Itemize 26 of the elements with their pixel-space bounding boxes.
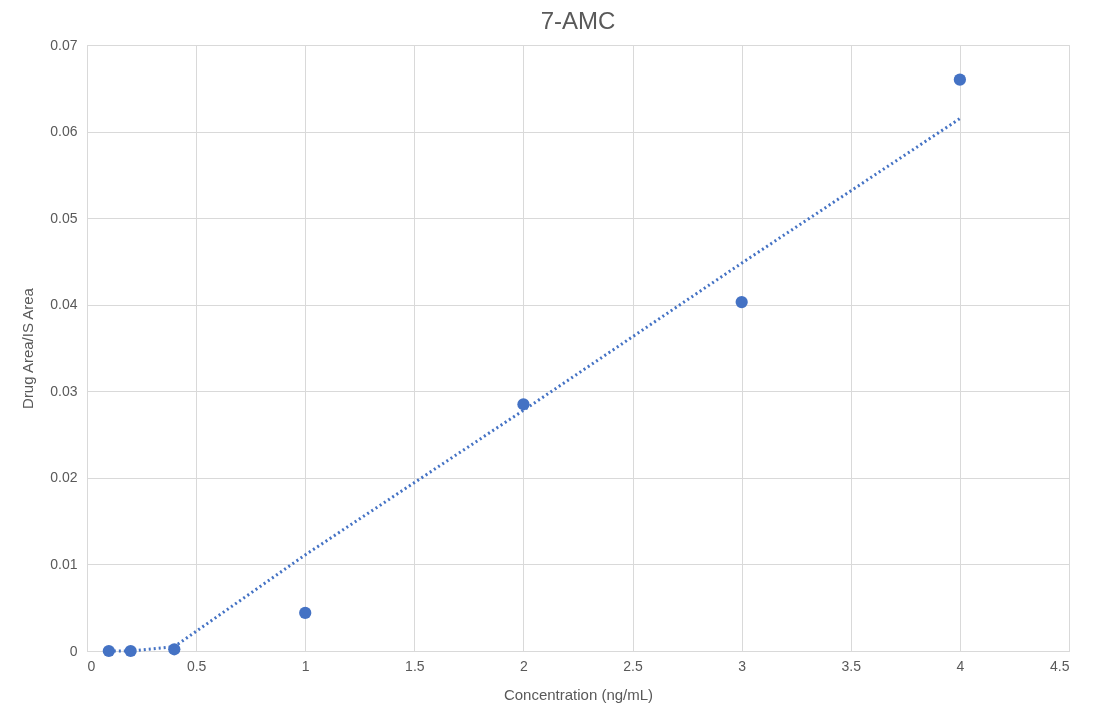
point [735, 296, 748, 309]
x-tick-label: 2.5 [623, 657, 643, 674]
x-tick-label: 0.5 [186, 657, 207, 674]
point [299, 606, 312, 620]
y-tick-label: 0.02 [50, 469, 78, 486]
point [102, 644, 115, 658]
y-axis-title: Drug Area/IS Area [19, 287, 37, 409]
point [517, 398, 530, 411]
x-tick-label: 1.5 [405, 657, 425, 674]
y-tick-label: 0.05 [50, 209, 78, 226]
x-tick-label: 1 [301, 657, 310, 674]
x-tick-label: 3 [738, 657, 747, 674]
y-tick-label: 0.01 [50, 555, 78, 572]
y-tick-label: 0.03 [50, 382, 78, 399]
y-tick-label: 0.06 [50, 123, 78, 140]
y-tick-label: 0.04 [50, 296, 78, 313]
x-tick-label: 4 [956, 657, 965, 674]
x-tick-label: 4.5 [1050, 657, 1070, 674]
x-tick-label: 2 [520, 657, 529, 674]
x-tick-label: 0 [87, 657, 96, 674]
y-tick-label: 0 [69, 642, 78, 659]
point [953, 73, 967, 86]
y-tick-label: 0.07 [50, 36, 78, 53]
x-axis-title: Concentration (ng/mL) [503, 685, 654, 703]
chart-title: 7-AMC [540, 7, 616, 34]
x-tick-label: 3.5 [841, 657, 862, 674]
